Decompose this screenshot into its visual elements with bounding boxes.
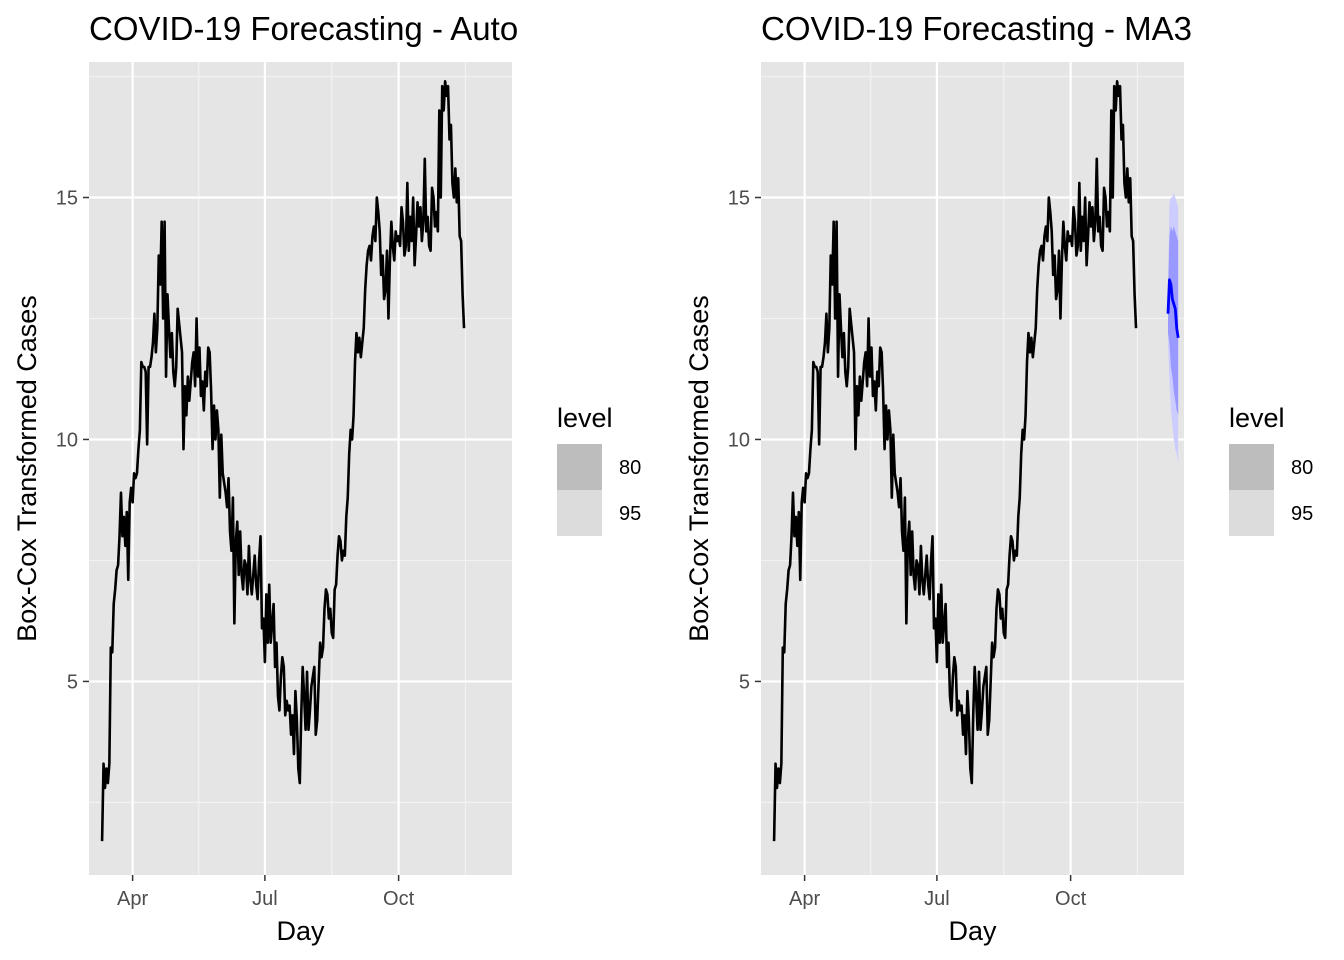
chart-title: COVID-19 Forecasting - Auto <box>89 10 518 47</box>
chart-title: COVID-19 Forecasting - MA3 <box>761 10 1192 47</box>
y-axis-title: Box-Cox Transformed Cases <box>12 295 42 642</box>
x-tick-label: Apr <box>117 888 148 910</box>
chart-ma3: COVID-19 Forecasting - MA3 5 10 15 Apr Jul Oct… <box>684 10 1313 946</box>
y-tick-label: 15 <box>728 188 750 210</box>
forecast-line <box>1166 278 1180 339</box>
legend-label: 80 <box>1291 457 1313 479</box>
y-tick-label: 5 <box>67 671 78 693</box>
legend: level 80 95 <box>1229 403 1313 536</box>
y-tick-label: 5 <box>739 671 750 693</box>
y-tick-label: 10 <box>728 429 750 451</box>
series-line <box>100 80 466 842</box>
y-tick-label: 10 <box>56 429 78 451</box>
legend-key <box>1229 490 1274 536</box>
legend-label: 95 <box>619 503 641 525</box>
x-axis-title: Day <box>276 916 325 946</box>
legend-key <box>557 444 602 490</box>
x-tick-label: Jul <box>924 888 950 910</box>
y-tick-label: 15 <box>56 188 78 210</box>
forecast-band-80 <box>1168 226 1179 416</box>
legend-key <box>1229 444 1274 490</box>
legend-title: level <box>1229 403 1285 433</box>
chart-auto: COVID-19 Forecasting - Auto 5 10 15 Apr Jul Oc… <box>12 10 641 946</box>
x-tick-label: Oct <box>1055 888 1087 910</box>
x-axis-title: Day <box>948 916 997 946</box>
x-tick-label: Oct <box>383 888 415 910</box>
legend-title: level <box>557 403 613 433</box>
legend-key <box>557 490 602 536</box>
legend-label: 95 <box>1291 503 1313 525</box>
x-tick-label: Apr <box>789 888 820 910</box>
legend-label: 80 <box>619 457 641 479</box>
series-line <box>772 80 1138 842</box>
y-axis-title: Box-Cox Transformed Cases <box>684 295 714 642</box>
x-tick-label: Jul <box>252 888 278 910</box>
legend: level 80 95 <box>557 403 641 536</box>
